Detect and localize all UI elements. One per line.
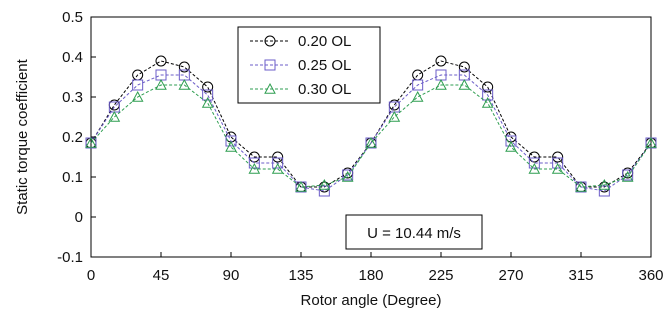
series-0-point-3 bbox=[155, 55, 167, 67]
series-1-point-23 bbox=[622, 169, 634, 181]
series-2-point-12 bbox=[365, 136, 377, 148]
y-axis-title: Static torque coefficient bbox=[14, 58, 31, 214]
y-tick-label-0: -0.1 bbox=[57, 249, 83, 266]
series-2-point-6 bbox=[225, 140, 237, 152]
series-1-point-11 bbox=[342, 169, 354, 181]
x-tick-label-5: 225 bbox=[428, 267, 453, 284]
series-0-point-8 bbox=[272, 151, 284, 163]
series-2-point-9 bbox=[295, 180, 307, 192]
legend-label-1: 0.25 OL bbox=[298, 57, 351, 74]
annotation-text: U = 10.44 m/s bbox=[367, 225, 461, 242]
series-1-point-8 bbox=[272, 157, 284, 169]
series-2-point-10 bbox=[318, 178, 331, 190]
series-2-point-0 bbox=[85, 136, 97, 148]
series-0-point-7 bbox=[248, 151, 260, 163]
series-2-point-16 bbox=[458, 78, 471, 90]
series-2-point-19 bbox=[528, 162, 541, 174]
series-0-point-15 bbox=[435, 55, 447, 67]
x-tick-label-7: 315 bbox=[568, 267, 593, 284]
legend-label-0: 0.20 OL bbox=[298, 33, 351, 50]
series-0-point-16 bbox=[458, 61, 470, 73]
x-tick-label-0: 0 bbox=[87, 267, 95, 284]
series-1-point-20 bbox=[552, 157, 564, 169]
series-1-point-22 bbox=[598, 185, 610, 197]
tick-layer: -0.100.10.20.30.40.50 45 90 135 180 225 270 315… bbox=[57, 9, 663, 284]
x-tick-label-3: 135 bbox=[288, 267, 313, 284]
series-1-point-6 bbox=[225, 135, 237, 147]
series-2-point-14 bbox=[411, 90, 424, 102]
series-2-point-21 bbox=[575, 180, 587, 192]
series-0-point-5 bbox=[202, 81, 214, 93]
series-2-point-2 bbox=[131, 90, 144, 102]
y-tick-label-4: 0.3 bbox=[62, 89, 83, 106]
series-2-point-4 bbox=[178, 78, 191, 90]
x-tick-label-2: 90 bbox=[223, 267, 240, 284]
x-tick-label-8: 360 bbox=[638, 267, 663, 284]
legend-label-2: 0.30 OL bbox=[298, 81, 351, 98]
legend: 0.20 OL 0.25 OL 0.30 OL bbox=[237, 26, 381, 104]
x-tick-label-6: 270 bbox=[498, 267, 523, 284]
series-1-point-17 bbox=[482, 89, 494, 101]
legend-marker-0 bbox=[264, 35, 276, 47]
legend-marker-2 bbox=[264, 82, 276, 94]
legend-marker-1 bbox=[264, 59, 276, 71]
series-1-point-2 bbox=[132, 79, 144, 91]
series-1-point-7 bbox=[248, 157, 260, 169]
series-2-point-3 bbox=[155, 78, 167, 90]
series-layer bbox=[85, 55, 657, 197]
series-2-point-8 bbox=[271, 162, 284, 174]
y-tick-label-6: 0.5 bbox=[62, 9, 83, 26]
series-2-point-15 bbox=[435, 78, 447, 90]
y-tick-label-2: 0.1 bbox=[62, 169, 83, 186]
annotation-frame bbox=[345, 214, 483, 250]
y-tick-label-5: 0.4 bbox=[62, 49, 83, 66]
series-2-point-22 bbox=[598, 178, 611, 190]
annotation-box: U = 10.44 m/s bbox=[345, 214, 483, 250]
series-0-point-20 bbox=[552, 151, 564, 163]
series-2-point-18 bbox=[505, 140, 517, 152]
series-2-point-23 bbox=[621, 170, 634, 182]
y-tick-label-3: 0.2 bbox=[62, 129, 83, 146]
series-2-point-1 bbox=[108, 110, 121, 122]
series-2-point-13 bbox=[388, 110, 401, 122]
series-1-point-19 bbox=[528, 157, 540, 169]
x-axis-title: Rotor angle (Degree) bbox=[301, 292, 442, 309]
series-1-point-5 bbox=[202, 89, 214, 101]
series-0-point-19 bbox=[528, 151, 540, 163]
series-2-point-20 bbox=[551, 162, 564, 174]
series-1-point-14 bbox=[412, 79, 424, 91]
series-2-point-5 bbox=[201, 96, 214, 108]
series-line-2 bbox=[90, 84, 652, 188]
x-tick-label-1: 45 bbox=[153, 267, 170, 284]
series-1-point-10 bbox=[318, 185, 330, 197]
series-0-point-17 bbox=[482, 81, 494, 93]
series-0-point-4 bbox=[178, 61, 190, 73]
x-tick-label-4: 180 bbox=[358, 267, 383, 284]
series-2-point-17 bbox=[481, 96, 494, 108]
legend-swatches bbox=[250, 35, 290, 94]
series-2-point-24 bbox=[645, 136, 657, 148]
series-2-point-7 bbox=[248, 162, 261, 174]
y-tick-label-1: 0 bbox=[75, 209, 83, 226]
series-2-point-11 bbox=[341, 170, 354, 182]
